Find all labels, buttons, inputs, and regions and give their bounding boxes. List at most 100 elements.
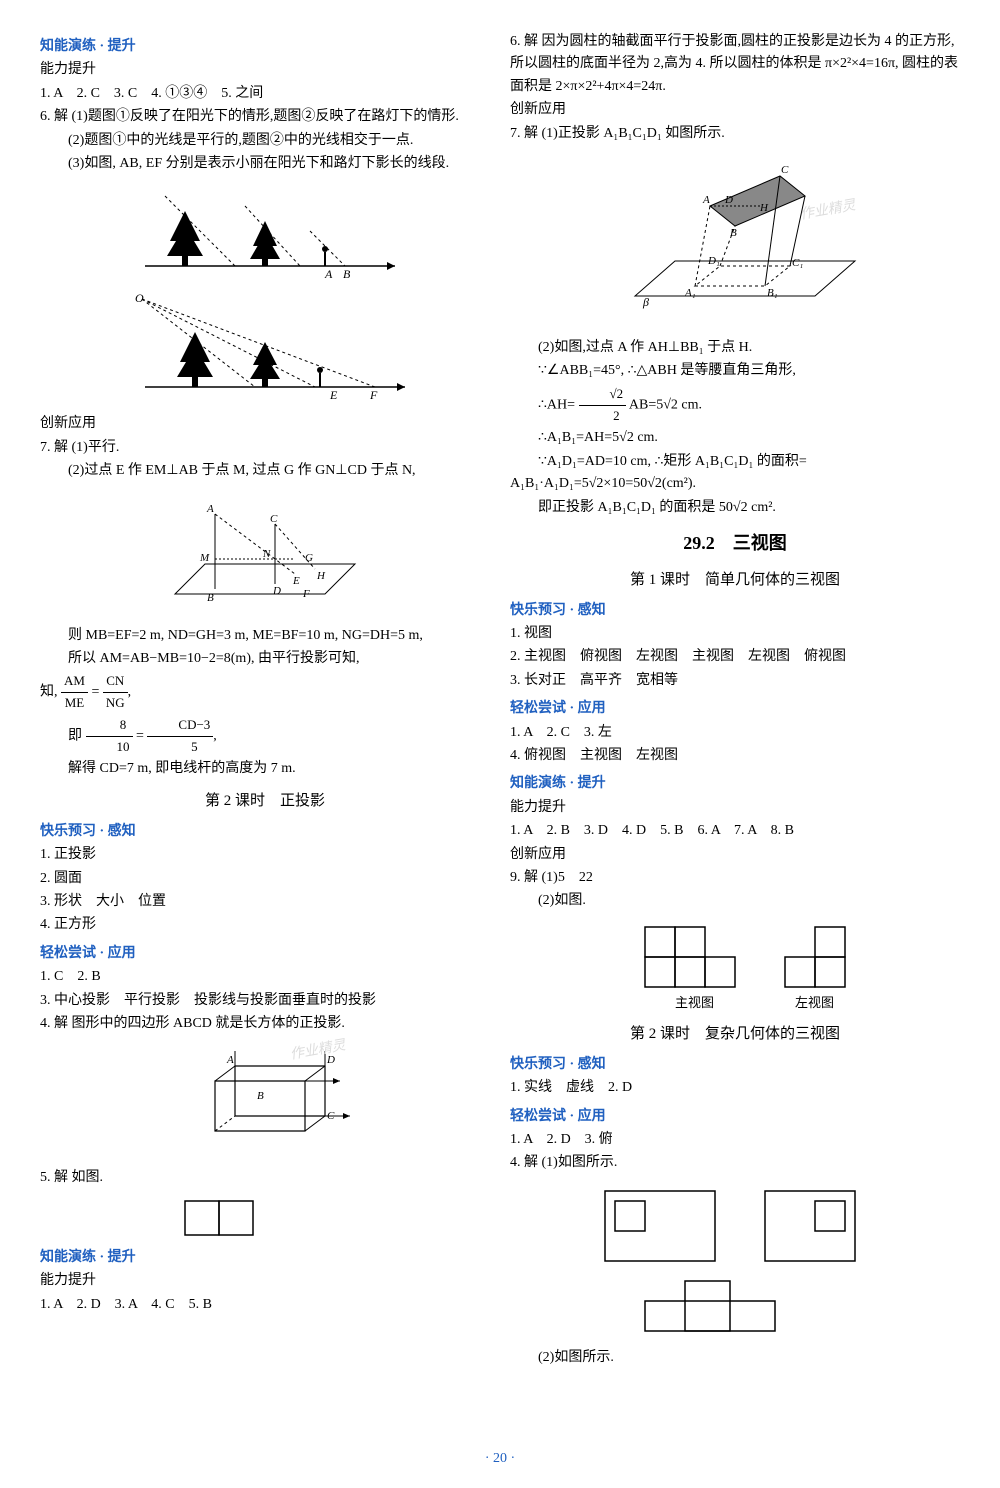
subheading2: 能力提升 bbox=[40, 1270, 490, 1292]
r-q7c: ∵∠ABB₁=45°, ∴△ABH 是等腰直角三角形, bbox=[510, 360, 960, 382]
svg-text:左视图: 左视图 bbox=[795, 995, 834, 1010]
lesson-1-title: 第 1 课时 简单几何体的三视图 bbox=[510, 568, 960, 592]
svg-text:N: N bbox=[262, 548, 271, 560]
svg-text:O: O bbox=[135, 291, 144, 305]
r-heading-preview2: 快乐预习 · 感知 bbox=[510, 1054, 960, 1076]
figure-projection-plane: A C M N B D E F G H bbox=[145, 489, 385, 619]
r-q4b: (2)如图所示. bbox=[510, 1347, 960, 1369]
r-q7b: (2)如图,过点 A 作 AH⊥BB₁ 于点 H. bbox=[510, 337, 960, 359]
svg-text:D₁: D₁ bbox=[707, 255, 720, 267]
heading-preview: 快乐预习 · 感知 bbox=[40, 821, 490, 843]
svg-text:E: E bbox=[329, 388, 338, 402]
q7-part7: 解得 CD=7 m, 即电线杆的高度为 7 m. bbox=[40, 758, 490, 780]
p3: 3. 形状 大小 位置 bbox=[40, 891, 490, 913]
svg-text:B₁: B₁ bbox=[767, 287, 778, 299]
svg-text:D: D bbox=[272, 585, 281, 597]
ra41: 4. 解 (1)如图所示. bbox=[510, 1152, 960, 1174]
r-q7e: ∴A₁B₁=AH=5√2 cm. bbox=[510, 427, 960, 449]
r-q9a: 9. 解 (1)5 22 bbox=[510, 867, 960, 889]
r-heading-innovation: 创新应用 bbox=[510, 99, 960, 121]
right-column: 6. 解 因为圆柱的轴截面平行于投影面,圆柱的正投影是边长为 4 的正方形,所以… bbox=[510, 30, 960, 1370]
r-q6: 6. 解 因为圆柱的轴截面平行于投影面,圆柱的正投影是边长为 4 的正方形,所以… bbox=[510, 31, 960, 98]
figure-3d-projection: A C B D H A₁ B₁ C₁ D₁ β bbox=[595, 151, 875, 331]
svg-text:H: H bbox=[759, 202, 769, 214]
rp1: 1. 视图 bbox=[510, 623, 960, 645]
q6-part1: 6. 解 (1)题图①反映了在阳光下的情形,题图②反映了在路灯下的情形. bbox=[40, 106, 490, 128]
figure-bottom-shapes bbox=[510, 1181, 960, 1341]
p1: 1. 正投影 bbox=[40, 844, 490, 866]
section-29-2: 29.2 三视图 bbox=[510, 529, 960, 558]
q7-part3: 则 MB=EF=2 m, ND=GH=3 m, ME=BF=10 m, NG=D… bbox=[40, 625, 490, 647]
svg-text:F: F bbox=[369, 388, 378, 402]
left-column: 知能演练 · 提升 能力提升 1. A 2. C 3. C 4. ①③④ 5. … bbox=[40, 30, 490, 1370]
r-heading-try: 轻松尝试 · 应用 bbox=[510, 698, 960, 720]
svg-text:C: C bbox=[781, 164, 789, 176]
r-heading-practice: 知能演练 · 提升 bbox=[510, 773, 960, 795]
svg-text:G: G bbox=[305, 552, 313, 564]
heading: 知能演练 · 提升 bbox=[40, 36, 490, 58]
svg-text:A: A bbox=[702, 194, 710, 206]
svg-text:A: A bbox=[226, 1054, 234, 1066]
r-heading-try2: 轻松尝试 · 应用 bbox=[510, 1106, 960, 1128]
svg-text:M: M bbox=[199, 552, 210, 564]
svg-text:主视图: 主视图 bbox=[675, 995, 714, 1010]
q6-part2: (2)题图①中的光线是平行的,题图②中的光线相交于一点. bbox=[40, 130, 490, 152]
a4: 4. 解 图形中的四边形 ABCD 就是长方体的正投影. bbox=[40, 1013, 490, 1035]
figure-trees-streetlight: O E F bbox=[115, 287, 415, 407]
r-q9b: (2)如图. bbox=[510, 890, 960, 912]
figure-cuboid: A D B C bbox=[165, 1041, 365, 1161]
rp3: 3. 长对正 高平齐 宽相等 bbox=[510, 670, 960, 692]
heading-innovation: 创新应用 bbox=[40, 413, 490, 435]
page-number: · 20 · bbox=[0, 1448, 1000, 1470]
svg-text:C: C bbox=[270, 513, 278, 525]
a1: 1. C 2. B bbox=[40, 966, 490, 988]
section-2-title: 第 2 课时 正投影 bbox=[40, 789, 490, 813]
q7-part2: (2)过点 E 作 EM⊥AB 于点 M, 过点 G 作 GN⊥CD 于点 N, bbox=[40, 460, 490, 482]
q7-fraction-eq2: 即 810 = CD−35, bbox=[40, 715, 490, 758]
heading-practice2: 知能演练 · 提升 bbox=[40, 1247, 490, 1269]
svg-text:β: β bbox=[642, 295, 649, 309]
r-subheading: 能力提升 bbox=[510, 797, 960, 819]
svg-text:D: D bbox=[326, 1054, 335, 1066]
p4: 4. 正方形 bbox=[40, 914, 490, 936]
r-heading-preview: 快乐预习 · 感知 bbox=[510, 600, 960, 622]
q7-fraction-eq: 知, AMME = CNNG, bbox=[40, 671, 490, 714]
figure-view-grids: 主视图 左视图 bbox=[510, 919, 960, 1014]
ra1: 1. A 2. C 3. 左 bbox=[510, 722, 960, 744]
rp2: 2. 主视图 俯视图 左视图 主视图 左视图 俯视图 bbox=[510, 646, 960, 668]
subheading: 能力提升 bbox=[40, 59, 490, 81]
rp21: 1. 实线 虚线 2. D bbox=[510, 1077, 960, 1099]
svg-text:B: B bbox=[730, 227, 737, 239]
svg-text:H: H bbox=[316, 570, 326, 582]
q6-part3: (3)如图, AB, EF 分别是表示小丽在阳光下和路灯下影长的线段. bbox=[40, 153, 490, 175]
p2: 2. 圆面 bbox=[40, 868, 490, 890]
svg-text:A: A bbox=[324, 267, 333, 281]
svg-text:C₁: C₁ bbox=[792, 257, 803, 269]
a5: 5. 解 如图. bbox=[40, 1167, 490, 1189]
a3: 3. 中心投影 平行投影 投影线与投影面垂直时的投影 bbox=[40, 990, 490, 1012]
lesson-2-title: 第 2 课时 复杂几何体的三视图 bbox=[510, 1022, 960, 1046]
svg-text:B: B bbox=[343, 267, 351, 281]
answers2: 1. A 2. D 3. A 4. C 5. B bbox=[40, 1294, 490, 1316]
r-q7g: 即正投影 A₁B₁C₁D₁ 的面积是 50√2 cm². bbox=[510, 497, 960, 519]
figure-trees-sunlight: A B bbox=[125, 181, 405, 281]
svg-text:F: F bbox=[302, 588, 310, 600]
figure-two-box bbox=[180, 1196, 260, 1241]
ra4: 4. 俯视图 主视图 左视图 bbox=[510, 745, 960, 767]
svg-text:B: B bbox=[207, 592, 214, 604]
q7-part4: 所以 AM=AB−MB=10−2=8(m), 由平行投影可知, bbox=[40, 648, 490, 670]
svg-text:E: E bbox=[292, 575, 300, 587]
svg-text:A: A bbox=[206, 503, 214, 515]
r-q7f: ∵A₁D₁=AD=10 cm, ∴矩形 A₁B₁C₁D₁ 的面积= A₁B₁·A… bbox=[510, 451, 960, 496]
heading-try: 轻松尝试 · 应用 bbox=[40, 943, 490, 965]
r-q7a: 7. 解 (1)正投影 A₁B₁C₁D₁ 如图所示. bbox=[510, 123, 960, 145]
svg-text:D: D bbox=[724, 194, 733, 206]
q7-part1: 7. 解 (1)平行. bbox=[40, 437, 490, 459]
answers: 1. A 2. C 3. C 4. ①③④ 5. 之间 bbox=[40, 83, 490, 105]
svg-text:B: B bbox=[257, 1090, 264, 1102]
r-q7d: ∴AH= √22 AB=5√2 cm. bbox=[510, 384, 960, 427]
r-heading-innov2: 创新应用 bbox=[510, 844, 960, 866]
svg-text:A₁: A₁ bbox=[684, 287, 696, 299]
svg-text:C: C bbox=[327, 1110, 335, 1122]
ra21: 1. A 2. D 3. 俯 bbox=[510, 1129, 960, 1151]
